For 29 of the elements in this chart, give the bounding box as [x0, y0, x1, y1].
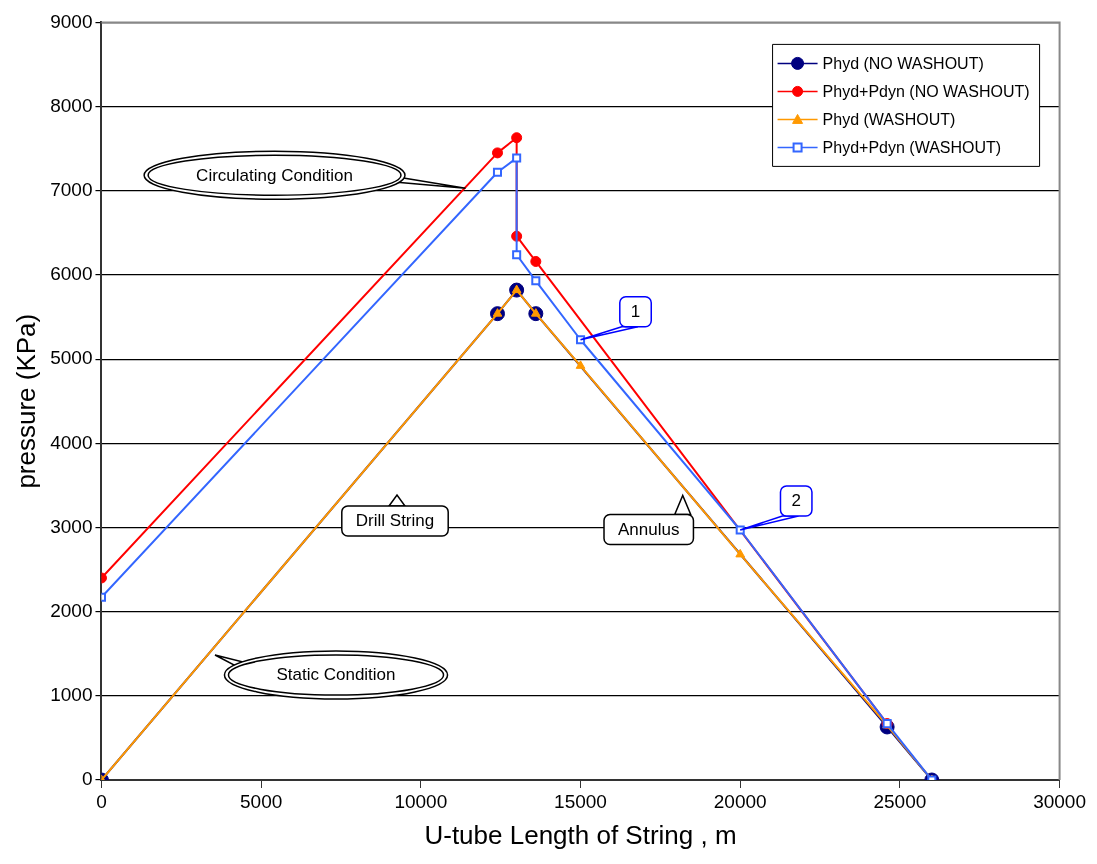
legend-label: Phyd+Pdyn (WASHOUT)	[822, 138, 1002, 156]
x-axis-title: U-tube Length of String , m	[424, 819, 737, 850]
y-tick-label: 8000	[50, 94, 93, 116]
y-tick-label: 6000	[50, 263, 93, 285]
x-tick-label: 25000	[873, 790, 927, 812]
annotation: 2	[791, 491, 801, 511]
y-axis-title: pressure (KPa)	[10, 313, 41, 489]
legend-label: Phyd+Pdyn (NO WASHOUT)	[822, 82, 1030, 100]
legend-label: Phyd (WASHOUT)	[822, 110, 956, 128]
y-tick-label: 2000	[50, 599, 93, 621]
x-tick-label: 15000	[554, 790, 607, 812]
annotation: Annulus	[618, 519, 680, 539]
annotation: 1	[630, 302, 641, 322]
y-tick-label: 3000	[50, 515, 93, 537]
y-tick-label: 0	[81, 768, 93, 790]
annotation: Static Condition	[276, 665, 396, 685]
x-tick-label: 20000	[713, 790, 767, 812]
x-tick-label: 5000	[240, 790, 283, 812]
x-tick-label: 0	[96, 790, 107, 812]
x-tick-label: 30000	[1033, 790, 1086, 812]
y-tick-label: 1000	[50, 684, 93, 706]
legend-label: Phyd (NO WASHOUT)	[822, 54, 984, 72]
annotation: Circulating Condition	[196, 165, 353, 185]
y-tick-label: 7000	[50, 178, 93, 200]
y-tick-label: 9000	[50, 10, 93, 32]
y-tick-label: 5000	[50, 347, 93, 369]
x-tick-label: 10000	[394, 790, 448, 812]
annotation: Drill String	[355, 511, 435, 531]
y-tick-label: 4000	[50, 431, 93, 453]
